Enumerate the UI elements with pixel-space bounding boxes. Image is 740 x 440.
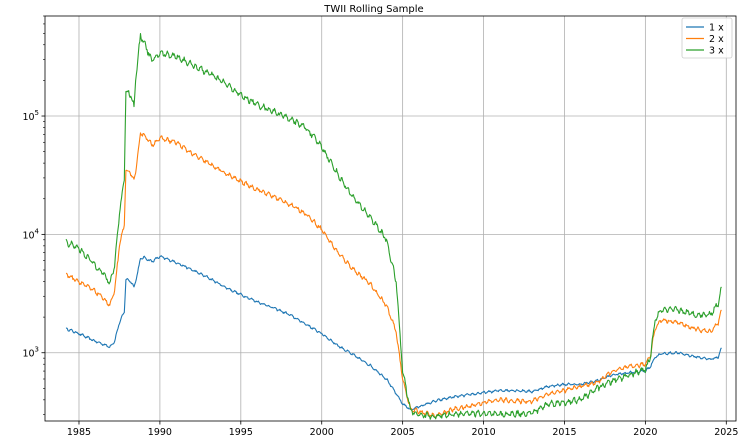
x-tick-label: 2015 [552,427,576,438]
x-tick-label: 1990 [148,427,172,438]
legend-label: 1 x [709,23,724,34]
y-tick-exponent: 3 [35,346,39,354]
chart-title: TWII Rolling Sample [323,4,423,15]
x-tick-label: 2005 [391,427,415,438]
y-tick-exponent: 4 [35,227,40,235]
y-tick-exponent: 5 [35,109,39,117]
x-axis: 1985 1990 1995 2000 2005 2010 2015 2020 2025 [67,421,738,438]
x-tick-label: 2025 [714,427,738,438]
series-line-1 [65,255,722,411]
legend: 1 x2 x3 x [681,17,733,59]
series-line-3 [65,32,722,420]
legend-label: 2 x [709,34,724,45]
series-layer [65,32,722,420]
legend-label: 3 x [709,46,724,57]
x-tick-label: 1995 [229,427,253,438]
x-tick-label: 2010 [471,427,495,438]
y-tick-label: 105 [22,109,39,123]
x-tick-label: 2000 [310,427,334,438]
x-tick-label: 1985 [67,427,91,438]
y-tick-base: 10 [22,349,34,360]
y-tick-label: 103 [22,346,39,360]
y-tick-label: 104 [22,227,39,241]
y-tick-base: 10 [22,230,34,241]
plot-frame [44,15,737,422]
x-tick-label: 2020 [633,427,657,438]
grid [45,16,736,421]
y-tick-base: 10 [22,112,34,123]
series-line-2 [65,132,722,419]
legend-box [681,17,733,59]
